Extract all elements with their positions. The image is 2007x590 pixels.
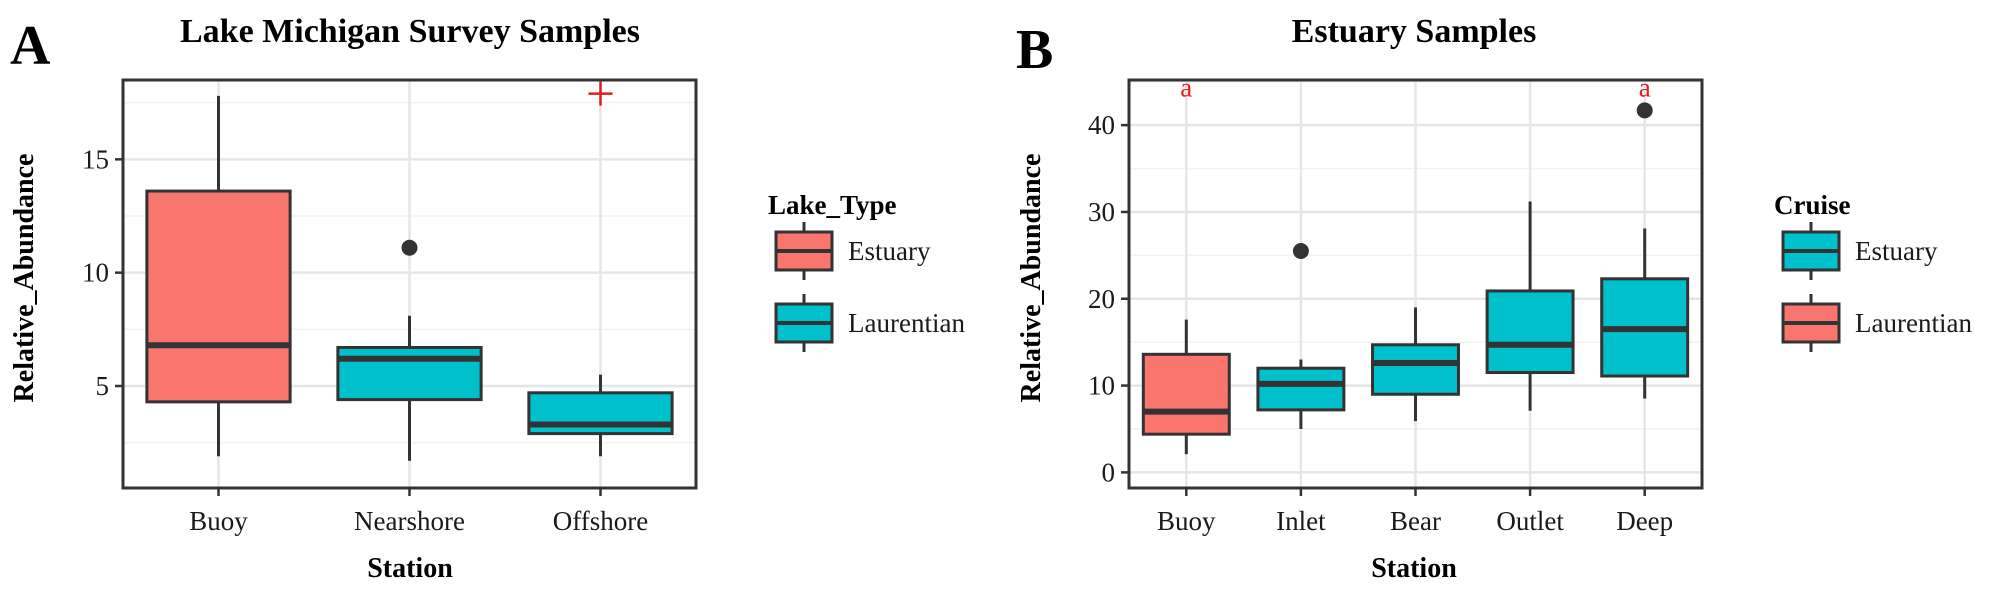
box-buoy [145, 95, 292, 457]
box-iqr [1371, 343, 1460, 396]
box-iqr [1141, 352, 1231, 436]
x-tick-label: Offshore [553, 506, 648, 536]
y-tick-label: 40 [1088, 110, 1115, 140]
annotation-label: a [1639, 72, 1651, 102]
plot-area-b: a a 0 10 20 30 40 Buoy Inlet Bear Outlet Deep [1088, 72, 1704, 536]
legend-label: Estuary [1855, 236, 1938, 266]
legend-title-b: Cruise [1774, 190, 1851, 220]
y-tick-label: 0 [1102, 457, 1116, 487]
annotation-label: a [1180, 72, 1192, 102]
y-axis-title-b: Relative_Abundance [1016, 154, 1047, 403]
y-axis-title-a: Relative_Abundance [9, 154, 40, 403]
legend-b: Cruise Estuary Laurentian [1774, 190, 1972, 352]
panel-letter-a: A [10, 15, 51, 77]
legend-label: Laurentian [1855, 308, 1972, 338]
legend-item: Laurentian [774, 294, 965, 352]
box-bear [1371, 307, 1460, 422]
box-iqr [1485, 289, 1575, 375]
legend-a: Lake_Type Estuary Laurentian [768, 190, 965, 352]
x-tick-label: Buoy [1157, 506, 1216, 536]
legend-item: Laurentian [1781, 294, 1972, 352]
box-buoy [1141, 319, 1231, 455]
x-tick-label: Deep [1616, 506, 1673, 536]
panel-b: B Estuary Samples a a 0 10 20 30 40 Buoy Inlet Be… [1016, 13, 1972, 584]
box-iqr [1256, 366, 1346, 412]
y-tick-label: 10 [82, 258, 109, 288]
box-nearshore [336, 239, 483, 461]
x-tick-label: Outlet [1496, 506, 1564, 536]
chart-title-b: Estuary Samples [1292, 13, 1537, 50]
legend-title-a: Lake_Type [768, 190, 897, 220]
outlier-point [401, 239, 418, 256]
chart-title-a: Lake Michigan Survey Samples [180, 13, 640, 50]
plot-area-a: 5 10 15 Buoy Nearshore Offshore [82, 78, 698, 536]
legend-label: Laurentian [848, 308, 965, 338]
y-tick-label: 10 [1088, 371, 1115, 401]
y-tick-label: 30 [1088, 197, 1115, 227]
y-tick-label: 20 [1088, 284, 1115, 314]
panel-a: A Lake Michigan Survey Samples 5 10 15 Buoy… [9, 13, 965, 584]
box-iqr [336, 345, 483, 402]
outlier-point [1292, 243, 1309, 260]
x-tick-label: Nearshore [354, 506, 465, 536]
legend-item: Estuary [1781, 222, 1938, 280]
y-tick-label: 15 [82, 144, 109, 174]
legend-label: Estuary [848, 236, 931, 266]
x-tick-label: Inlet [1276, 506, 1326, 536]
x-tick-label: Buoy [189, 506, 248, 536]
outlier-point [1636, 102, 1653, 119]
x-axis-title-a: Station [367, 553, 453, 584]
box-deep [1600, 102, 1690, 399]
y-tick-label: 5 [96, 371, 110, 401]
box-outlet [1485, 201, 1575, 411]
box-iqr [145, 189, 292, 404]
panel-letter-b: B [1016, 19, 1053, 81]
x-tick-label: Bear [1390, 506, 1441, 536]
box-inlet [1256, 243, 1346, 429]
x-axis-title-b: Station [1371, 553, 1457, 584]
box-offshore [527, 374, 674, 457]
legend-item: Estuary [774, 222, 931, 280]
